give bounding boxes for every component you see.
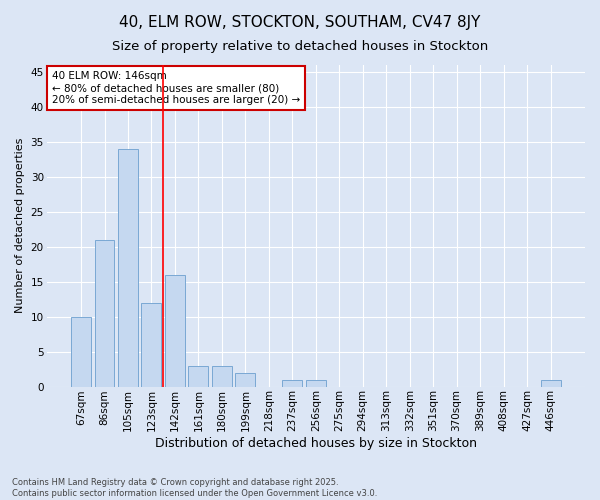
Bar bbox=[165, 274, 185, 386]
Text: Size of property relative to detached houses in Stockton: Size of property relative to detached ho… bbox=[112, 40, 488, 53]
Text: 40, ELM ROW, STOCKTON, SOUTHAM, CV47 8JY: 40, ELM ROW, STOCKTON, SOUTHAM, CV47 8JY bbox=[119, 15, 481, 30]
Bar bbox=[118, 149, 138, 386]
Text: 40 ELM ROW: 146sqm
← 80% of detached houses are smaller (80)
20% of semi-detache: 40 ELM ROW: 146sqm ← 80% of detached hou… bbox=[52, 72, 300, 104]
Bar bbox=[212, 366, 232, 386]
Bar bbox=[235, 372, 256, 386]
Text: Contains HM Land Registry data © Crown copyright and database right 2025.
Contai: Contains HM Land Registry data © Crown c… bbox=[12, 478, 377, 498]
Bar bbox=[188, 366, 208, 386]
Bar bbox=[95, 240, 115, 386]
Bar bbox=[541, 380, 560, 386]
Bar bbox=[283, 380, 302, 386]
Bar bbox=[71, 316, 91, 386]
Bar bbox=[142, 302, 161, 386]
Bar bbox=[306, 380, 326, 386]
X-axis label: Distribution of detached houses by size in Stockton: Distribution of detached houses by size … bbox=[155, 437, 477, 450]
Y-axis label: Number of detached properties: Number of detached properties bbox=[15, 138, 25, 314]
